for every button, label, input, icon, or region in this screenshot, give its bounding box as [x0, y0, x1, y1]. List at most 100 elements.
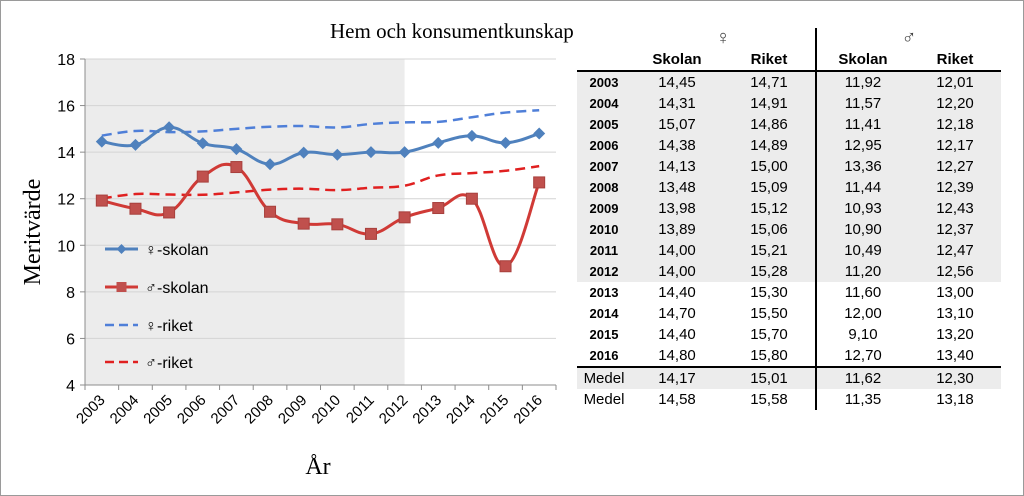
diamond-marker [432, 136, 445, 149]
diamond-marker [398, 146, 411, 159]
merit-table: ♀ ♂ Skolan Riket Skolan Riket 2003 14,45 1… [577, 28, 1001, 410]
diamond-marker [230, 143, 243, 156]
diamond-marker [499, 136, 512, 149]
cell-male-national: 13,18 [936, 391, 974, 408]
cell-female-school: 14,13 [631, 156, 723, 177]
col-label-male-school: Skolan [815, 49, 909, 72]
diamond-marker [196, 137, 209, 150]
y-tick-label: 12 [57, 192, 75, 209]
cell-female-national: 15,09 [723, 177, 816, 198]
cell-female-national: 14,89 [723, 135, 816, 156]
x-tick-label: 2014 [443, 392, 479, 428]
x-tick-label: 2016 [510, 392, 546, 428]
cell-male-school: 11,44 [815, 177, 909, 198]
table-row: 2005 15,07 14,86 11,41 12,18 [577, 114, 1001, 135]
cell-female-national: 14,86 [723, 114, 816, 135]
cell-male-national: 12,37 [909, 219, 1001, 240]
cell-female-national: 15,01 [723, 366, 816, 389]
x-tick-label: 2011 [343, 392, 378, 427]
table-mean-row: Medel 14,58 15,58 11,35 13,18 [577, 389, 1001, 410]
cell-female-national: 15,12 [723, 198, 816, 219]
cell-female-school: 14,80 [658, 347, 696, 364]
x-tick-label: 2013 [409, 392, 445, 428]
cell-female-national: 14,71 [723, 71, 816, 93]
cell-male-national: 12,43 [909, 198, 1001, 219]
row-year: 2003 [577, 71, 631, 93]
row-year: 2015 [589, 327, 619, 342]
cell-female-school: 14,00 [631, 240, 723, 261]
cell-male-national: 13,10 [936, 305, 974, 322]
cell-male-national: 12,18 [909, 114, 1001, 135]
x-tick-label: 2005 [140, 392, 176, 428]
square-marker [95, 194, 108, 207]
col-label-male-national: Riket [909, 49, 1001, 72]
diamond-marker [364, 146, 377, 159]
table-row: 2009 13,98 15,12 10,93 12,43 [577, 198, 1001, 219]
x-tick-label: 2003 [73, 392, 109, 428]
mean-label: Medel [583, 391, 625, 408]
table-row: 2014 14,70 15,50 12,00 13,10 [577, 303, 1001, 324]
female-symbol: ♀ [715, 27, 731, 49]
cell-female-national: 15,58 [750, 391, 788, 408]
cell-male-school: 11,60 [815, 282, 909, 303]
cell-male-school: 12,70 [815, 345, 909, 367]
cell-male-school: 9,10 [815, 324, 909, 345]
square-marker [465, 192, 478, 205]
square-marker [297, 217, 310, 230]
x-tick-label: 2012 [376, 392, 412, 428]
col-label-female-national: Riket [723, 49, 816, 72]
row-year: 2004 [577, 93, 631, 114]
cell-male-school: 13,36 [815, 156, 909, 177]
diamond-marker [95, 135, 108, 148]
row-year: 2016 [589, 348, 619, 363]
col-label-female-school: Skolan [631, 49, 723, 72]
x-tick-label: 2009 [275, 392, 311, 428]
cell-male-school: 11,92 [815, 71, 909, 93]
cell-male-national: 12,01 [909, 71, 1001, 93]
cell-male-school: 12,95 [815, 135, 909, 156]
series-line-3 [101, 164, 540, 200]
square-marker [432, 202, 445, 215]
x-tick-label: 2010 [309, 392, 345, 428]
x-tick-label: 2006 [174, 392, 210, 428]
cell-female-school: 14,40 [658, 284, 696, 301]
table-row: 2012 14,00 15,28 11,20 12,56 [577, 261, 1001, 282]
cell-male-national: 12,20 [909, 93, 1001, 114]
cell-male-school: 11,41 [815, 114, 909, 135]
y-axis-label: Meritvärde [20, 179, 46, 286]
cell-male-school: 10,49 [815, 240, 909, 261]
shaded-period [85, 59, 405, 385]
cell-female-school: 14,38 [631, 135, 723, 156]
diamond-marker [129, 138, 142, 151]
cell-female-national: 15,06 [723, 219, 816, 240]
table-row: 2010 13,89 15,06 10,90 12,37 [577, 219, 1001, 240]
diamond-marker [465, 129, 478, 142]
y-tick-label: 8 [66, 285, 75, 302]
cell-female-school: 14,31 [631, 93, 723, 114]
cell-female-national: 15,70 [750, 326, 788, 343]
cell-male-national: 12,47 [909, 240, 1001, 261]
y-tick-label: 14 [57, 145, 75, 162]
row-year: 2009 [577, 198, 631, 219]
table-row: 2011 14,00 15,21 10,49 12,47 [577, 240, 1001, 261]
table-row: 2008 13,48 15,09 11,44 12,39 [577, 177, 1001, 198]
table-row: 2013 14,40 15,30 11,60 13,00 [577, 282, 1001, 303]
cell-female-school: 14,40 [658, 326, 696, 343]
legend-label: ♂-riket [145, 355, 193, 372]
cell-male-national: 13,00 [936, 284, 974, 301]
cell-female-national: 15,50 [750, 305, 788, 322]
male-symbol: ♂ [815, 28, 1001, 49]
cell-male-school: 11,57 [815, 93, 909, 114]
cell-male-national: 12,30 [909, 366, 1001, 389]
data-table-area: ♀ ♂ Skolan Riket Skolan Riket 2003 14,45 1… [577, 28, 1002, 430]
legend-label: ♀-riket [145, 318, 193, 335]
cell-female-school: 14,17 [631, 366, 723, 389]
chart-title: Hem och konsumentkunskap [330, 19, 574, 43]
square-marker [230, 161, 243, 174]
cell-male-school: 11,62 [815, 366, 909, 389]
cell-female-national: 15,30 [750, 284, 788, 301]
square-marker [364, 227, 377, 240]
square-marker [129, 202, 142, 215]
y-tick-label: 10 [57, 238, 75, 255]
